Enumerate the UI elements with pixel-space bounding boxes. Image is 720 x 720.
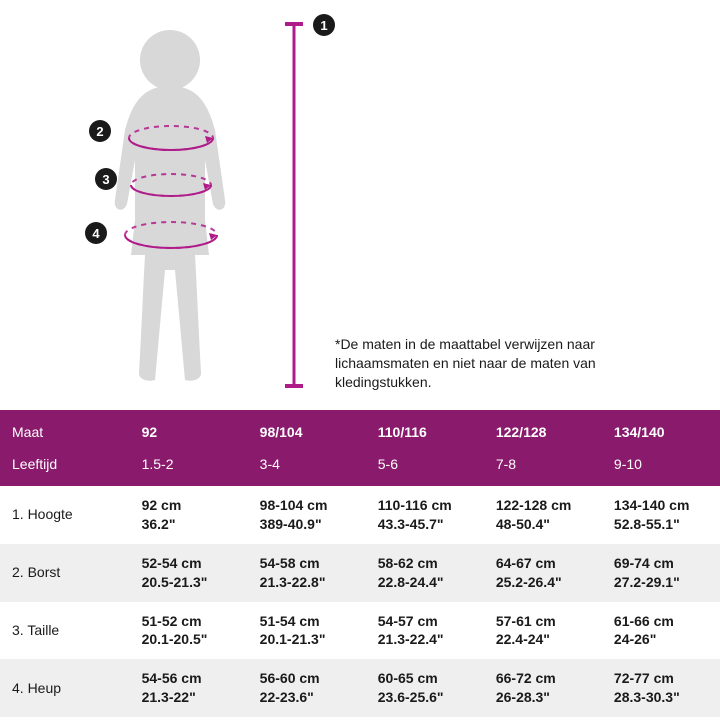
header-cell: 3-4: [248, 446, 366, 486]
header-cell: 98/104: [248, 410, 366, 446]
data-cell: 54-56 cm21.3-22": [130, 659, 248, 717]
row-label: 3. Taille: [0, 602, 130, 660]
size-table: Maat9298/104110/116122/128134/140Leeftij…: [0, 410, 720, 717]
header-cell: 1.5-2: [130, 446, 248, 486]
data-cell: 58-62 cm22.8-24.4": [366, 544, 484, 602]
child-silhouette: [75, 20, 265, 390]
data-cell: 52-54 cm20.5-21.3": [130, 544, 248, 602]
data-cell: 57-61 cm22.4-24": [484, 602, 602, 660]
table-row: 3. Taille51-52 cm20.1-20.5"51-54 cm20.1-…: [0, 602, 720, 660]
data-cell: 51-54 cm20.1-21.3": [248, 602, 366, 660]
table-body: 1. Hoogte92 cm36.2"98-104 cm389-40.9"110…: [0, 486, 720, 717]
badge-2: 2: [89, 120, 111, 142]
data-cell: 51-52 cm20.1-20.5": [130, 602, 248, 660]
data-cell: 98-104 cm389-40.9": [248, 486, 366, 544]
header-cell: 134/140: [602, 410, 720, 446]
header-label: Leeftijd: [0, 446, 130, 486]
table-row: 2. Borst52-54 cm20.5-21.3"54-58 cm21.3-2…: [0, 544, 720, 602]
data-cell: 54-58 cm21.3-22.8": [248, 544, 366, 602]
header-cell: 7-8: [484, 446, 602, 486]
data-cell: 60-65 cm23.6-25.6": [366, 659, 484, 717]
data-cell: 54-57 cm21.3-22.4": [366, 602, 484, 660]
header-label: Maat: [0, 410, 130, 446]
data-cell: 56-60 cm22-23.6": [248, 659, 366, 717]
row-label: 4. Heup: [0, 659, 130, 717]
height-indicator: [285, 20, 303, 390]
header-row: Leeftijd1.5-23-45-67-89-10: [0, 446, 720, 486]
data-cell: 72-77 cm28.3-30.3": [602, 659, 720, 717]
measurement-diagram: 1 2 3 4 *De maten in de maattabel verwij…: [0, 0, 720, 410]
footnote: *De maten in de maattabel verwijzen naar…: [335, 335, 665, 392]
table-row: 1. Hoogte92 cm36.2"98-104 cm389-40.9"110…: [0, 486, 720, 544]
badge-3: 3: [95, 168, 117, 190]
badge-4: 4: [85, 222, 107, 244]
data-cell: 64-67 cm25.2-26.4": [484, 544, 602, 602]
data-cell: 61-66 cm24-26": [602, 602, 720, 660]
data-cell: 92 cm36.2": [130, 486, 248, 544]
header-row: Maat9298/104110/116122/128134/140: [0, 410, 720, 446]
header-cell: 122/128: [484, 410, 602, 446]
header-cell: 110/116: [366, 410, 484, 446]
header-cell: 5-6: [366, 446, 484, 486]
data-cell: 66-72 cm26-28.3": [484, 659, 602, 717]
data-cell: 110-116 cm43.3-45.7": [366, 486, 484, 544]
data-cell: 134-140 cm52.8-55.1": [602, 486, 720, 544]
data-cell: 69-74 cm27.2-29.1": [602, 544, 720, 602]
row-label: 1. Hoogte: [0, 486, 130, 544]
table-row: 4. Heup54-56 cm21.3-22"56-60 cm22-23.6"6…: [0, 659, 720, 717]
row-label: 2. Borst: [0, 544, 130, 602]
data-cell: 122-128 cm48-50.4": [484, 486, 602, 544]
table-header: Maat9298/104110/116122/128134/140Leeftij…: [0, 410, 720, 486]
header-cell: 9-10: [602, 446, 720, 486]
badge-1: 1: [313, 14, 335, 36]
header-cell: 92: [130, 410, 248, 446]
